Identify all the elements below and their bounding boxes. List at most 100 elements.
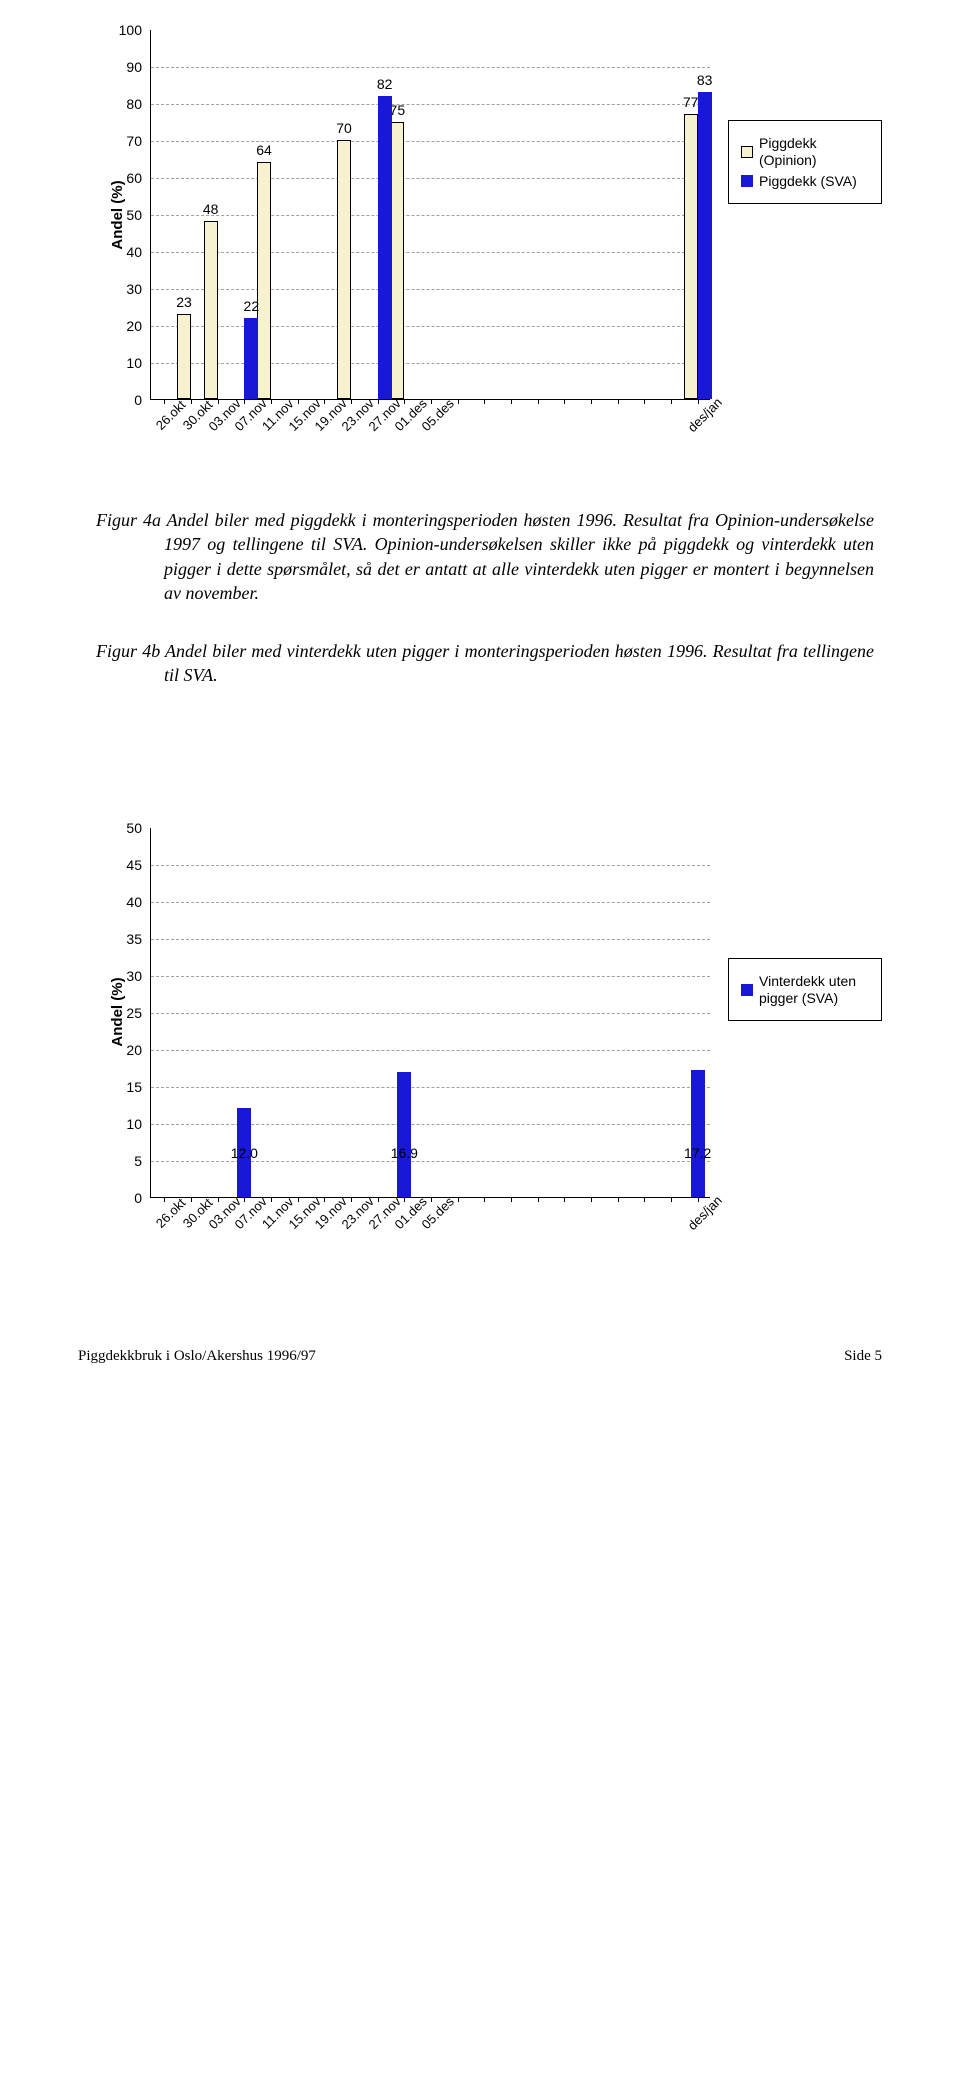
x-tickmark bbox=[644, 1197, 645, 1202]
x-tickmark bbox=[164, 1197, 165, 1202]
x-tickmark bbox=[511, 399, 512, 404]
gridline bbox=[151, 363, 710, 364]
caption-text: Figur 4a Andel biler med piggdekk i mont… bbox=[96, 510, 874, 603]
x-tick-label: des/jan bbox=[684, 1192, 724, 1232]
figure-4a-caption: Figur 4a Andel biler med piggdekk i mont… bbox=[96, 508, 874, 605]
gridline bbox=[151, 178, 710, 179]
x-tickmark bbox=[351, 1197, 352, 1202]
x-tickmark bbox=[564, 1197, 565, 1202]
legend-swatch bbox=[741, 146, 753, 158]
bar bbox=[337, 140, 351, 399]
x-tickmark bbox=[698, 399, 699, 404]
y-tick: 10 bbox=[126, 1116, 142, 1132]
figure-4b: Andel (%)0510152025303540455026.okt30.ok… bbox=[70, 818, 890, 1288]
y-tick: 10 bbox=[126, 355, 142, 371]
legend-swatch bbox=[741, 984, 753, 996]
x-tickmark bbox=[431, 399, 432, 404]
y-tick: 35 bbox=[126, 931, 142, 947]
x-tickmark bbox=[404, 1197, 405, 1202]
page-footer: Piggdekkbruk i Oslo/Akershus 1996/97 Sid… bbox=[70, 1348, 890, 1365]
gridline bbox=[151, 1050, 710, 1051]
chart-b-plot: Andel (%)0510152025303540455026.okt30.ok… bbox=[150, 828, 710, 1198]
x-tickmark bbox=[218, 1197, 219, 1202]
x-tickmark bbox=[671, 399, 672, 404]
bar bbox=[698, 92, 712, 399]
y-tick: 5 bbox=[134, 1153, 142, 1169]
y-axis-label: Andel (%) bbox=[109, 978, 126, 1047]
legend-label: Piggdekk (Opinion) bbox=[759, 135, 869, 169]
bar bbox=[244, 318, 258, 399]
y-tick: 25 bbox=[126, 1005, 142, 1021]
x-tickmark bbox=[298, 1197, 299, 1202]
legend-item: Vinterdekk uten pigger (SVA) bbox=[741, 973, 869, 1007]
x-tickmark bbox=[564, 399, 565, 404]
x-tick-label: 26.okt bbox=[153, 397, 189, 433]
bar bbox=[684, 114, 698, 399]
y-tick: 20 bbox=[126, 318, 142, 334]
gridline bbox=[151, 326, 710, 327]
x-tickmark bbox=[378, 399, 379, 404]
x-tickmark bbox=[511, 1197, 512, 1202]
x-tickmark bbox=[298, 399, 299, 404]
x-tick-label: 26.okt bbox=[153, 1195, 189, 1231]
x-tickmark bbox=[618, 1197, 619, 1202]
x-tickmark bbox=[164, 399, 165, 404]
y-tick: 50 bbox=[126, 820, 142, 836]
bar-value-label: 12.0 bbox=[231, 1145, 258, 1161]
x-tickmark bbox=[538, 399, 539, 404]
x-tickmark bbox=[644, 399, 645, 404]
bar bbox=[204, 221, 218, 399]
x-tickmark bbox=[324, 1197, 325, 1202]
bar-value-label: 77 bbox=[683, 94, 699, 110]
x-tickmark bbox=[458, 1197, 459, 1202]
y-tick: 60 bbox=[126, 170, 142, 186]
y-tick: 30 bbox=[126, 968, 142, 984]
bar-value-label: 17.2 bbox=[684, 1145, 711, 1161]
y-tick: 70 bbox=[126, 133, 142, 149]
bar bbox=[390, 122, 404, 400]
gridline bbox=[151, 215, 710, 216]
gridline bbox=[151, 902, 710, 903]
x-tickmark bbox=[324, 399, 325, 404]
legend-item: Piggdekk (SVA) bbox=[741, 173, 869, 190]
gridline bbox=[151, 976, 710, 977]
x-tickmark bbox=[591, 399, 592, 404]
figure-4b-caption: Figur 4b Andel biler med vinterdekk uten… bbox=[96, 639, 874, 688]
gridline bbox=[151, 865, 710, 866]
x-tick-label: des/jan bbox=[684, 395, 724, 435]
chart-a-plot: Andel (%)010203040506070809010026.okt30.… bbox=[150, 30, 710, 400]
x-tickmark bbox=[404, 399, 405, 404]
x-tickmark bbox=[484, 399, 485, 404]
footer-right: Side 5 bbox=[844, 1348, 882, 1365]
footer-left: Piggdekkbruk i Oslo/Akershus 1996/97 bbox=[78, 1348, 316, 1365]
x-tickmark bbox=[538, 1197, 539, 1202]
caption-text: Figur 4b Andel biler med vinterdekk uten… bbox=[96, 641, 874, 685]
gridline bbox=[151, 104, 710, 105]
y-tick: 40 bbox=[126, 894, 142, 910]
legend-label: Piggdekk (SVA) bbox=[759, 173, 857, 190]
gridline bbox=[151, 1087, 710, 1088]
gridline bbox=[151, 1124, 710, 1125]
y-tick: 20 bbox=[126, 1042, 142, 1058]
x-tickmark bbox=[271, 399, 272, 404]
y-tick: 80 bbox=[126, 96, 142, 112]
x-tickmark bbox=[618, 399, 619, 404]
gridline bbox=[151, 67, 710, 68]
bar-value-label: 22 bbox=[244, 298, 260, 314]
y-tick: 0 bbox=[134, 392, 142, 408]
bar-value-label: 64 bbox=[256, 142, 272, 158]
y-tick: 30 bbox=[126, 281, 142, 297]
y-tick: 100 bbox=[119, 22, 142, 38]
bar-value-label: 83 bbox=[697, 72, 713, 88]
bar bbox=[691, 1070, 705, 1197]
x-tickmark bbox=[484, 1197, 485, 1202]
legend-swatch bbox=[741, 175, 753, 187]
x-tickmark bbox=[244, 1197, 245, 1202]
y-tick: 0 bbox=[134, 1190, 142, 1206]
y-tick: 15 bbox=[126, 1079, 142, 1095]
x-tickmark bbox=[378, 1197, 379, 1202]
legend-label: Vinterdekk uten pigger (SVA) bbox=[759, 973, 869, 1007]
y-tick: 45 bbox=[126, 857, 142, 873]
x-tickmark bbox=[591, 1197, 592, 1202]
x-tickmark bbox=[218, 399, 219, 404]
